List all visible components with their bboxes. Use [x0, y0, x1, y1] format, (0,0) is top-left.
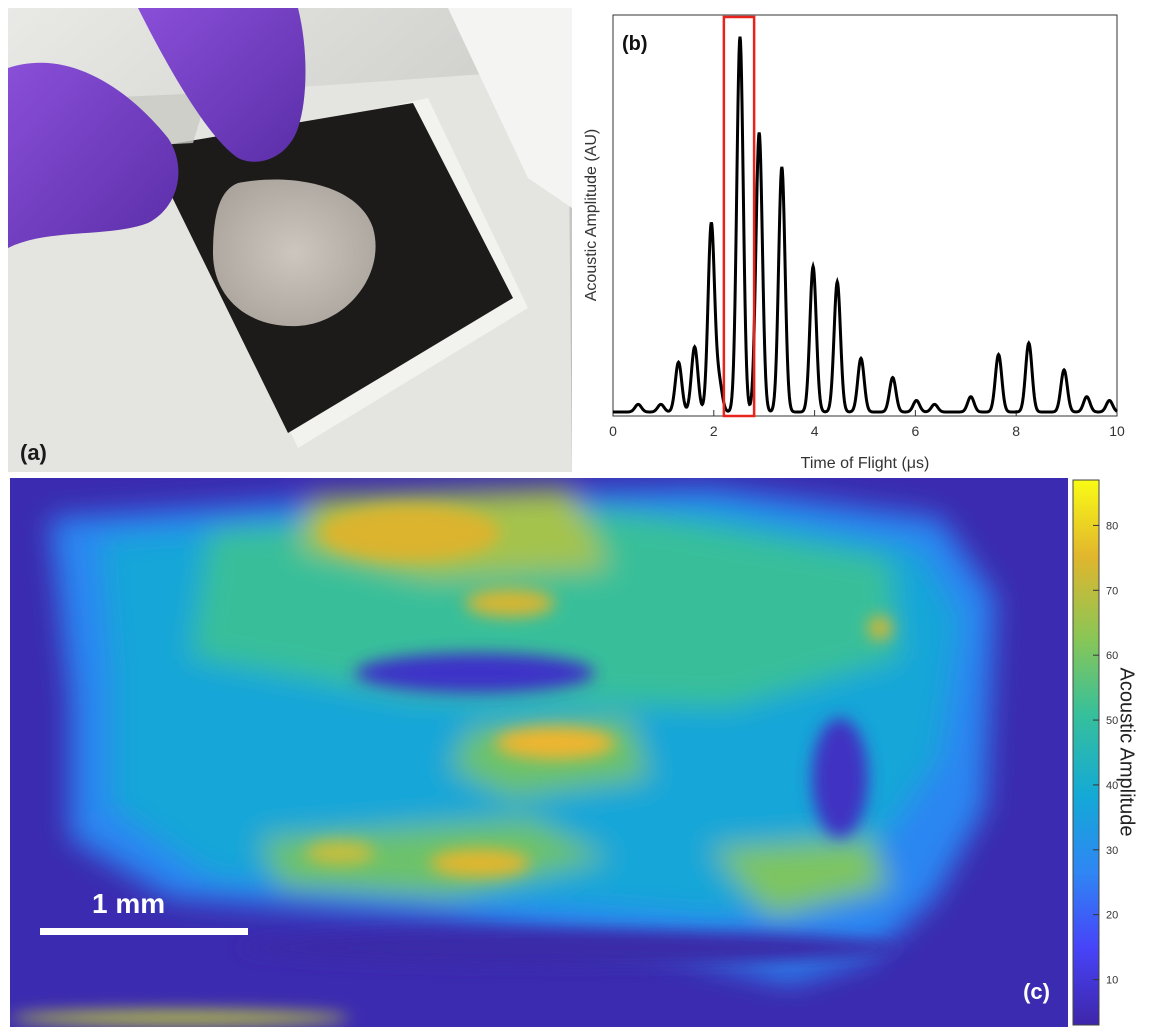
series-line [613, 36, 1118, 414]
colorbar-gradient [1072, 479, 1100, 1026]
x-tick-label: 8 [1012, 423, 1020, 439]
panel-c-label: (c) [1023, 979, 1050, 1004]
x-axis-label: Time of Flight (μs) [801, 455, 930, 472]
round-film-sample [213, 179, 376, 327]
scale-bar [40, 928, 248, 935]
x-tick-label: 10 [1109, 423, 1125, 439]
glove-right [138, 8, 306, 162]
colorbar: 10 20 30 40 50 60 70 80 [1070, 478, 1171, 1027]
colorbar-tick-label: 40 [1106, 780, 1118, 792]
x-tick-label: 6 [912, 423, 920, 439]
x-tick-label: 0 [609, 423, 617, 439]
signal-chart: (b) 0 2 4 6 8 10 Time of Flight (μs) Acoustic… [583, 14, 1125, 472]
colorbar-tick-label: 60 [1106, 650, 1118, 662]
acoustic-heatmap: (c) [10, 478, 1068, 1027]
x-tick-label: 4 [811, 423, 819, 439]
y-axis-label: Acoustic Amplitude (AU) [583, 129, 600, 302]
colorbar-tick-label: 70 [1106, 585, 1118, 597]
highlight-window [722, 15, 756, 418]
heatmap-image [10, 478, 1068, 1027]
colorbar-tick-label: 10 [1106, 975, 1118, 987]
colorbar-svg: 10 20 30 40 50 60 70 80 [1072, 479, 1118, 1026]
paper-flap [448, 8, 572, 208]
colorbar-ticks: 10 20 30 40 50 60 70 80 [1093, 520, 1118, 987]
colorbar-title: Acoustic Amplitude [1115, 667, 1138, 837]
sample-photo [8, 8, 572, 472]
scale-bar-label: 1 mm [92, 888, 166, 919]
panel-a-label: (a) [20, 440, 47, 465]
photo-panel: (a) [8, 8, 572, 472]
x-axis-ticks: 0 2 4 6 8 10 [609, 410, 1125, 439]
signal-chart-panel: (b) 0 2 4 6 8 10 Time of Flight (μs) Acoustic… [578, 8, 1171, 472]
colorbar-tick-label: 50 [1106, 715, 1118, 727]
plot-frame [612, 14, 1118, 417]
panel-b-label: (b) [622, 33, 648, 55]
glove-left [8, 62, 179, 249]
x-tick-label: 2 [710, 423, 718, 439]
colorbar-tick-label: 80 [1106, 520, 1118, 532]
colorbar-tick-label: 30 [1106, 845, 1118, 857]
colorbar-tick-label: 20 [1106, 910, 1118, 922]
